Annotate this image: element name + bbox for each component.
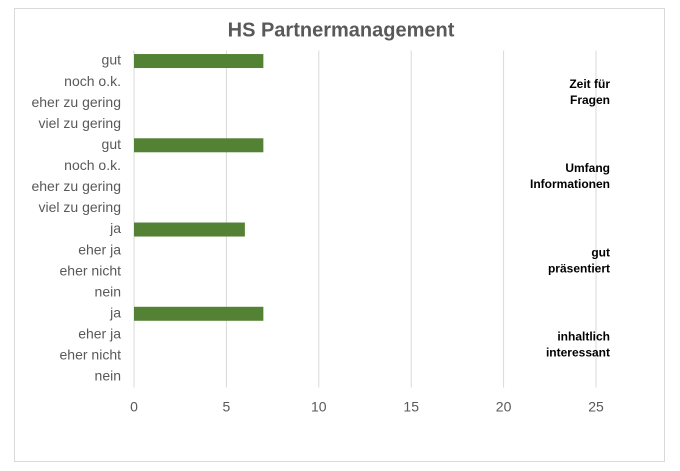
y-tick-label: viel zu gering — [39, 115, 122, 131]
x-tick-label: 0 — [130, 399, 138, 415]
x-tick-label: 25 — [588, 399, 604, 415]
y-tick-label: gut — [102, 136, 122, 152]
group-label: Fragen — [570, 93, 610, 107]
bar — [134, 54, 264, 69]
y-tick-label: noch o.k. — [64, 157, 121, 173]
bar — [134, 306, 264, 321]
group-label: gut — [591, 245, 610, 259]
x-tick-label: 10 — [311, 399, 327, 415]
y-tick-label: ja — [109, 304, 121, 320]
y-tick-label: viel zu gering — [39, 199, 122, 215]
group-label: Zeit für — [569, 77, 610, 91]
y-tick-label: eher zu gering — [31, 94, 121, 110]
y-tick-label: gut — [102, 52, 122, 68]
group-label: Informationen — [530, 177, 610, 191]
y-tick-label: eher nicht — [60, 347, 122, 363]
bar — [134, 138, 264, 153]
chart-frame — [14, 8, 665, 462]
chart-title: HS Partnermanagement — [228, 19, 455, 41]
x-tick-label: 20 — [496, 399, 512, 415]
y-tick-label: eher nicht — [60, 262, 122, 278]
bar — [134, 222, 245, 237]
x-tick-label: 5 — [223, 399, 231, 415]
y-tick-label: nein — [95, 368, 121, 384]
y-tick-label: eher ja — [78, 241, 121, 257]
group-label: interessant — [546, 346, 610, 360]
y-tick-label: noch o.k. — [64, 73, 121, 89]
y-tick-label: ja — [109, 220, 121, 236]
group-label: Umfang — [565, 161, 610, 175]
x-tick-label: 15 — [403, 399, 419, 415]
y-tick-label: eher ja — [78, 326, 121, 342]
group-label: inhaltlich — [557, 330, 610, 344]
y-tick-label: eher zu gering — [31, 178, 121, 194]
group-label: präsentiert — [548, 261, 610, 275]
y-tick-label: nein — [95, 283, 121, 299]
